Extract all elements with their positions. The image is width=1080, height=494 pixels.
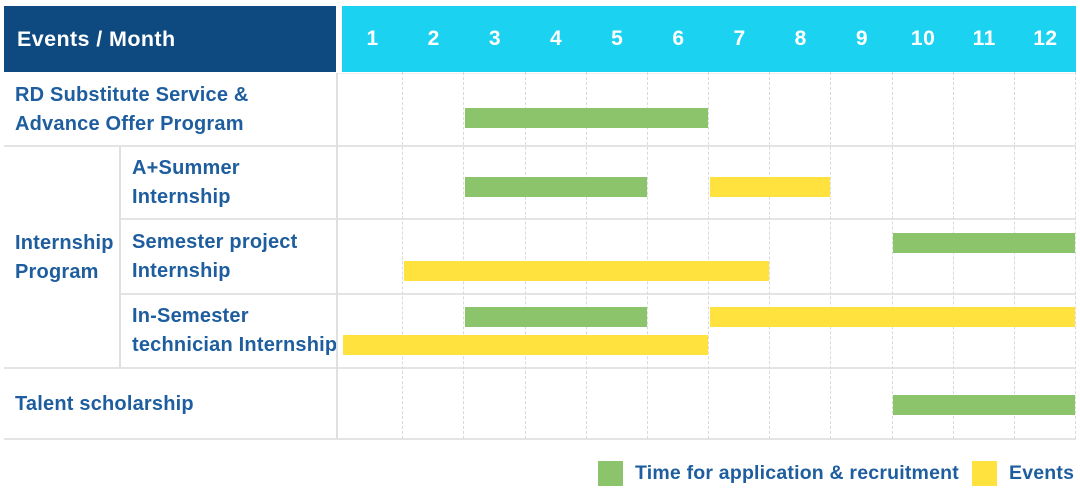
group-label-internship-program: Internship Program — [4, 148, 120, 367]
legend-swatch-yellow — [972, 461, 997, 486]
month-header-label-7: 7 — [733, 27, 746, 50]
month-header-label-8: 8 — [794, 27, 807, 50]
month-grid-line — [524, 72, 526, 439]
row-label-line: A+Summer — [132, 157, 240, 179]
row-label-line: Internship — [132, 186, 231, 208]
row-label-line: Talent scholarship — [15, 392, 194, 415]
month-header-label-5: 5 — [611, 27, 624, 50]
month-grid-line — [1075, 72, 1076, 439]
bar-green-talent-scholarship — [893, 395, 1075, 415]
legend-label: Time for application & recruitment — [635, 462, 959, 484]
grid-line — [121, 218, 1076, 220]
month-header-label-6: 6 — [672, 27, 685, 50]
grid-line — [4, 438, 1076, 440]
grid-line — [4, 145, 1076, 147]
legend-label: Events — [1009, 462, 1075, 484]
month-grid-line — [1013, 72, 1015, 439]
grid-line — [336, 73, 338, 439]
month-header-label-2: 2 — [427, 27, 440, 50]
month-grid-line — [830, 72, 832, 439]
bar-yellow-in-semester-technician-internship — [342, 335, 708, 355]
month-grid-line — [769, 72, 771, 439]
month-grid-line — [646, 72, 648, 439]
bar-green-in-semester-technician-internship — [464, 307, 647, 327]
month-grid-line — [585, 72, 587, 439]
row-label-line: Internship — [132, 259, 231, 282]
month-header-label-12: 12 — [1033, 27, 1058, 50]
table-header-title: Events / Month — [4, 6, 336, 72]
group-label-line: Program — [15, 260, 99, 283]
bar-yellow-in-semester-technician-internship — [709, 307, 1075, 327]
month-header-label-3: 3 — [488, 27, 501, 50]
grid-line — [119, 147, 121, 368]
bar-green-semester-project-internship — [893, 233, 1075, 253]
row-label-line: technician Internship — [132, 334, 338, 356]
row-label-line: In-Semester — [132, 305, 249, 327]
grid-line — [121, 293, 1076, 295]
month-header-label-10: 10 — [910, 27, 936, 50]
month-header-row: 1 2 3 4 5 6 7 8 9 10 11 12 — [342, 6, 1076, 72]
bar-yellow-semester-project-internship — [403, 261, 770, 281]
bar-green-rd-substitute-service-advance-offer-program — [464, 108, 708, 128]
row-label-in-semester-technician-internship: In-Semester technician Internship — [121, 295, 337, 367]
month-header-label-1: 1 — [366, 27, 379, 50]
month-header-label-11: 11 — [972, 27, 996, 50]
row-label-talent-scholarship: Talent scholarship — [4, 369, 337, 439]
row-label-rd-substitute-service: RD Substitute Service & Advance Offer Pr… — [4, 73, 337, 146]
row-label-line: Advance Offer Program — [15, 112, 244, 135]
month-grid-line — [891, 72, 893, 439]
grid-line — [4, 367, 1076, 369]
month-grid-line — [463, 72, 465, 439]
bar-yellow-a-plus-summer-internship — [709, 177, 831, 197]
row-label-line: Semester project — [132, 230, 298, 253]
legend-item-events: Events — [972, 461, 1074, 486]
month-grid-line — [708, 72, 709, 439]
row-label-line: RD Substitute Service & — [15, 83, 249, 106]
legend-item-application-recruitment: Time for application & recruitment — [598, 461, 959, 486]
row-label-semester-project-internship: Semester project Internship — [121, 220, 337, 293]
bar-green-a-plus-summer-internship — [464, 177, 647, 197]
grid-line — [338, 73, 1076, 74]
month-grid-line — [952, 72, 954, 439]
row-label-a-plus-summer-internship: A+Summer Internship — [121, 148, 337, 218]
group-label-line: Internship — [15, 231, 114, 254]
legend-swatch-green — [598, 461, 623, 486]
month-grid-line — [402, 72, 404, 439]
month-header-label-4: 4 — [549, 27, 563, 50]
month-header-label-9: 9 — [855, 27, 868, 50]
